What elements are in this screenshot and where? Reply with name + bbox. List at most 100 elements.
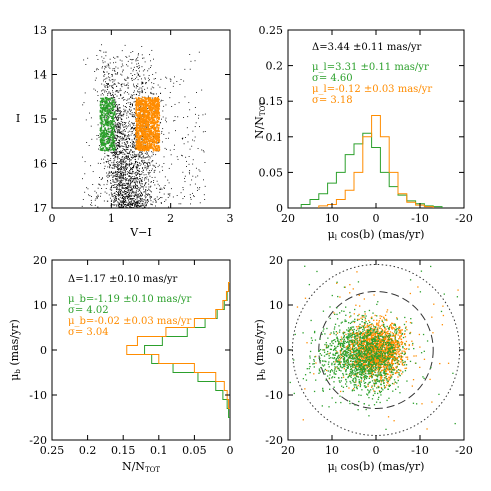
- cmd-star: [87, 57, 89, 59]
- orange-cmd-star: [136, 117, 139, 120]
- green-cmd-star: [102, 141, 104, 144]
- orange-cmd-star: [151, 140, 153, 143]
- cmd-star: [153, 198, 155, 200]
- green-cmd-star: [111, 139, 113, 141]
- cmd-star: [158, 164, 160, 166]
- cmd-star: [129, 138, 131, 139]
- cmd-star: [143, 155, 145, 157]
- cmd-star: [116, 129, 118, 131]
- green-cmd-star: [103, 142, 105, 144]
- orange-cmd-star: [135, 114, 137, 117]
- green-cmd-star: [101, 145, 103, 147]
- cmd-star: [122, 115, 124, 117]
- green-mub-histogram: [144, 282, 230, 418]
- orange-cmd-star: [156, 149, 159, 152]
- orange-cmd-star: [155, 144, 158, 147]
- cmd-star: [107, 93, 109, 95]
- cmd-star: [114, 126, 116, 128]
- orange-cmd-star: [150, 114, 152, 117]
- green-cmd-star: [101, 119, 103, 121]
- cmd-star: [96, 91, 98, 93]
- green-cmd-star: [108, 128, 110, 130]
- cmd-star: [127, 110, 129, 112]
- cmd-star: [134, 181, 136, 183]
- orange-cmd-star: [153, 98, 156, 100]
- cmd-star: [90, 165, 92, 167]
- cmd-star: [137, 205, 139, 206]
- orange-cmd-star: [145, 148, 147, 150]
- cmd-star: [131, 195, 132, 197]
- cmd-star: [139, 195, 141, 197]
- cmd-star: [121, 194, 123, 196]
- cmd-star: [145, 144, 147, 146]
- cmd-star: [118, 161, 120, 163]
- green-cmd-star: [104, 104, 106, 106]
- cmd-star: [116, 189, 118, 191]
- cmd-star: [123, 127, 125, 129]
- cmd-star: [142, 167, 144, 169]
- orange-pm-star: [401, 350, 403, 352]
- cmd-star: [122, 163, 124, 165]
- cmd-star: [122, 156, 124, 158]
- cmd-star: [192, 192, 194, 194]
- cmd-star: [137, 91, 139, 93]
- cmd-star: [128, 175, 130, 177]
- cmd-star: [112, 81, 114, 83]
- orange-cmd-star: [139, 139, 141, 141]
- cmd-star: [119, 167, 121, 169]
- cmd-star: [141, 157, 143, 159]
- orange-cmd-star: [150, 132, 153, 134]
- cmd-star: [118, 184, 120, 186]
- cmd-star: [119, 201, 121, 203]
- cmd-star: [123, 178, 125, 180]
- cmd-star: [92, 171, 94, 173]
- cmd-star: [102, 62, 104, 64]
- cmd-star: [119, 131, 121, 133]
- cmd-star: [139, 157, 141, 159]
- cmd-star: [145, 162, 147, 164]
- cmd-star: [116, 106, 118, 108]
- cmd-star: [103, 106, 105, 108]
- cmd-star: [137, 205, 139, 207]
- cmd-star: [181, 155, 183, 157]
- orange-cmd-star: [154, 104, 156, 107]
- cmd-star: [135, 190, 137, 192]
- cmd-star: [138, 187, 140, 189]
- cmd-star: [158, 95, 159, 97]
- cmd-star: [125, 171, 127, 173]
- cmd-star: [126, 207, 128, 209]
- cmd-star: [150, 181, 152, 183]
- green-cmd-star: [106, 142, 108, 145]
- cmd-star: [128, 116, 129, 118]
- cmd-star: [107, 83, 109, 85]
- cmd-star: [122, 161, 124, 163]
- orange-cmd-star: [150, 139, 152, 141]
- cmd-star: [131, 77, 133, 79]
- cmd-star: [119, 200, 121, 202]
- cmd-star: [160, 197, 162, 198]
- cmd-star: [132, 156, 134, 158]
- orange-cmd-star: [147, 126, 150, 129]
- cmd-star: [160, 100, 162, 102]
- cmd-star: [116, 95, 118, 97]
- cmd-star: [135, 185, 137, 187]
- orange-cmd-star: [142, 99, 144, 101]
- cmd-star: [126, 146, 127, 148]
- cmd-star: [107, 174, 109, 176]
- cmd-star: [148, 173, 150, 175]
- orange-cmd-star: [136, 129, 139, 131]
- cmd-star: [126, 140, 128, 142]
- orange-cmd-star: [138, 122, 140, 125]
- cmd-star: [132, 204, 133, 206]
- orange-cmd-star: [154, 133, 157, 135]
- cmd-star: [134, 158, 136, 160]
- cmd-star: [133, 133, 135, 135]
- cmd-star: [170, 79, 172, 81]
- cmd-star: [117, 131, 119, 133]
- orange-cmd-star: [155, 138, 158, 141]
- orange-cmd-star: [156, 105, 159, 108]
- cmd-star: [103, 149, 105, 151]
- cmd-star: [202, 114, 204, 116]
- green-cmd-star: [112, 143, 115, 145]
- orange-cmd-star: [156, 104, 158, 106]
